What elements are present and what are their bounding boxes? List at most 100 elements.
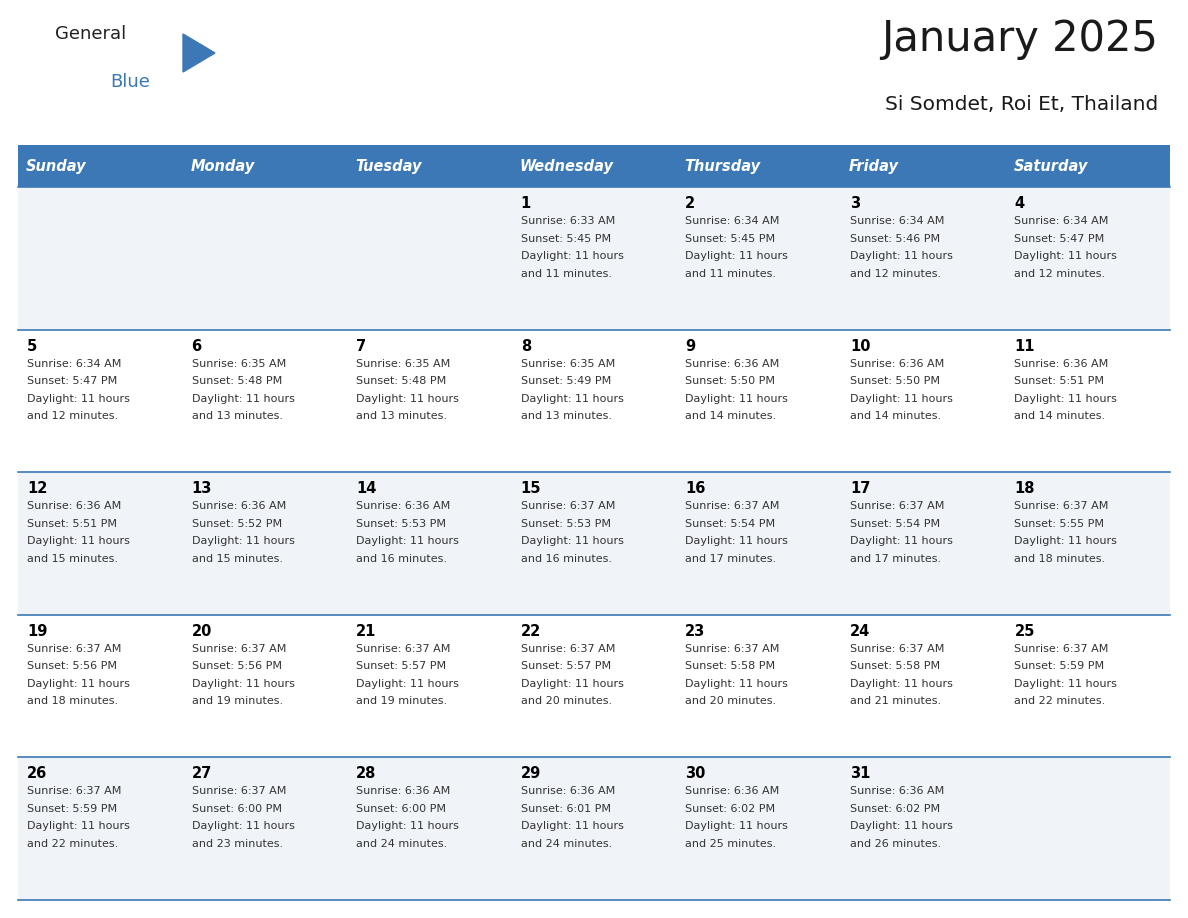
Text: and 15 minutes.: and 15 minutes. [191,554,283,564]
Text: Sunrise: 6:37 AM: Sunrise: 6:37 AM [849,644,944,654]
Text: 21: 21 [356,624,377,639]
Text: and 14 minutes.: and 14 minutes. [685,411,777,421]
Text: Sunset: 5:57 PM: Sunset: 5:57 PM [520,661,611,671]
Text: Daylight: 11 hours: Daylight: 11 hours [685,251,788,261]
Text: and 12 minutes.: and 12 minutes. [1015,268,1106,278]
Text: Sunrise: 6:36 AM: Sunrise: 6:36 AM [356,501,450,511]
Text: Daylight: 11 hours: Daylight: 11 hours [520,251,624,261]
Text: Daylight: 11 hours: Daylight: 11 hours [191,536,295,546]
Text: Sunset: 5:53 PM: Sunset: 5:53 PM [520,519,611,529]
Text: and 19 minutes.: and 19 minutes. [191,696,283,706]
Text: 23: 23 [685,624,706,639]
Bar [18,330,1170,472]
Text: Sunset: 5:48 PM: Sunset: 5:48 PM [191,376,282,386]
Text: Sunset: 5:56 PM: Sunset: 5:56 PM [27,661,116,671]
Text: Sunrise: 6:37 AM: Sunrise: 6:37 AM [356,644,450,654]
Bar [18,187,1170,330]
Text: Friday: Friday [849,159,899,174]
Text: Daylight: 11 hours: Daylight: 11 hours [685,394,788,404]
Text: Sunrise: 6:37 AM: Sunrise: 6:37 AM [27,644,121,654]
Text: Si Somdet, Roi Et, Thailand: Si Somdet, Roi Et, Thailand [885,95,1158,114]
Text: Sunset: 6:01 PM: Sunset: 6:01 PM [520,804,611,814]
Text: Daylight: 11 hours: Daylight: 11 hours [356,536,459,546]
Text: Sunset: 5:54 PM: Sunset: 5:54 PM [685,519,776,529]
Text: Sunrise: 6:33 AM: Sunrise: 6:33 AM [520,216,615,226]
Text: 18: 18 [1015,481,1035,497]
Bar [18,757,1170,900]
Text: 27: 27 [191,767,211,781]
Text: 15: 15 [520,481,542,497]
Text: Sunrise: 6:37 AM: Sunrise: 6:37 AM [520,501,615,511]
Text: 4: 4 [1015,196,1024,211]
Text: Daylight: 11 hours: Daylight: 11 hours [191,678,295,688]
Text: Daylight: 11 hours: Daylight: 11 hours [1015,678,1117,688]
Text: and 20 minutes.: and 20 minutes. [520,696,612,706]
Text: Sunrise: 6:37 AM: Sunrise: 6:37 AM [27,787,121,797]
Text: and 11 minutes.: and 11 minutes. [685,268,776,278]
Text: Daylight: 11 hours: Daylight: 11 hours [27,536,129,546]
Text: Sunrise: 6:37 AM: Sunrise: 6:37 AM [191,644,286,654]
Text: Sunrise: 6:34 AM: Sunrise: 6:34 AM [849,216,944,226]
Text: Sunrise: 6:37 AM: Sunrise: 6:37 AM [849,501,944,511]
Text: 13: 13 [191,481,211,497]
Text: Sunset: 5:50 PM: Sunset: 5:50 PM [685,376,776,386]
Bar [18,472,1170,615]
Text: 29: 29 [520,767,541,781]
Text: Sunrise: 6:37 AM: Sunrise: 6:37 AM [191,787,286,797]
Text: Sunset: 5:49 PM: Sunset: 5:49 PM [520,376,611,386]
Text: Daylight: 11 hours: Daylight: 11 hours [1015,394,1117,404]
Text: Sunset: 5:45 PM: Sunset: 5:45 PM [685,233,776,243]
Text: Daylight: 11 hours: Daylight: 11 hours [1015,536,1117,546]
Text: and 21 minutes.: and 21 minutes. [849,696,941,706]
Text: Sunrise: 6:36 AM: Sunrise: 6:36 AM [685,787,779,797]
Text: 9: 9 [685,339,695,353]
Text: Sunset: 6:00 PM: Sunset: 6:00 PM [356,804,447,814]
Text: 14: 14 [356,481,377,497]
Text: Daylight: 11 hours: Daylight: 11 hours [685,678,788,688]
Text: and 11 minutes.: and 11 minutes. [520,268,612,278]
Text: and 24 minutes.: and 24 minutes. [356,839,448,849]
Text: Daylight: 11 hours: Daylight: 11 hours [849,678,953,688]
Text: Sunrise: 6:36 AM: Sunrise: 6:36 AM [520,787,615,797]
Text: Sunrise: 6:35 AM: Sunrise: 6:35 AM [191,359,286,369]
Text: Sunset: 6:02 PM: Sunset: 6:02 PM [849,804,940,814]
Text: 11: 11 [1015,339,1035,353]
Text: 2: 2 [685,196,695,211]
Text: 6: 6 [191,339,202,353]
Text: Sunrise: 6:37 AM: Sunrise: 6:37 AM [1015,644,1108,654]
Text: 7: 7 [356,339,366,353]
Text: Daylight: 11 hours: Daylight: 11 hours [1015,251,1117,261]
Text: 12: 12 [27,481,48,497]
Text: Sunrise: 6:36 AM: Sunrise: 6:36 AM [1015,359,1108,369]
Bar [18,145,1170,187]
Text: 31: 31 [849,767,871,781]
Text: and 16 minutes.: and 16 minutes. [356,554,447,564]
Text: and 24 minutes.: and 24 minutes. [520,839,612,849]
Text: Sunrise: 6:34 AM: Sunrise: 6:34 AM [1015,216,1108,226]
Text: 24: 24 [849,624,870,639]
Text: Saturday: Saturday [1013,159,1088,174]
Text: and 13 minutes.: and 13 minutes. [356,411,447,421]
Text: Sunset: 5:59 PM: Sunset: 5:59 PM [27,804,118,814]
Text: and 12 minutes.: and 12 minutes. [27,411,118,421]
Text: 3: 3 [849,196,860,211]
Text: Sunset: 5:59 PM: Sunset: 5:59 PM [1015,661,1105,671]
Text: Sunset: 5:47 PM: Sunset: 5:47 PM [27,376,118,386]
Text: Daylight: 11 hours: Daylight: 11 hours [849,822,953,832]
Text: and 15 minutes.: and 15 minutes. [27,554,118,564]
Text: and 18 minutes.: and 18 minutes. [27,696,118,706]
Text: Sunrise: 6:36 AM: Sunrise: 6:36 AM [191,501,286,511]
Text: Sunset: 5:45 PM: Sunset: 5:45 PM [520,233,611,243]
Text: Sunset: 6:02 PM: Sunset: 6:02 PM [685,804,776,814]
Text: Sunset: 5:51 PM: Sunset: 5:51 PM [1015,376,1105,386]
Text: Daylight: 11 hours: Daylight: 11 hours [520,394,624,404]
Text: Sunset: 5:58 PM: Sunset: 5:58 PM [685,661,776,671]
Text: Tuesday: Tuesday [355,159,422,174]
Text: Sunset: 5:51 PM: Sunset: 5:51 PM [27,519,116,529]
Text: Daylight: 11 hours: Daylight: 11 hours [356,394,459,404]
Text: Sunset: 5:50 PM: Sunset: 5:50 PM [849,376,940,386]
Text: 19: 19 [27,624,48,639]
Text: Daylight: 11 hours: Daylight: 11 hours [191,394,295,404]
Text: Daylight: 11 hours: Daylight: 11 hours [520,536,624,546]
Text: Sunrise: 6:36 AM: Sunrise: 6:36 AM [27,501,121,511]
